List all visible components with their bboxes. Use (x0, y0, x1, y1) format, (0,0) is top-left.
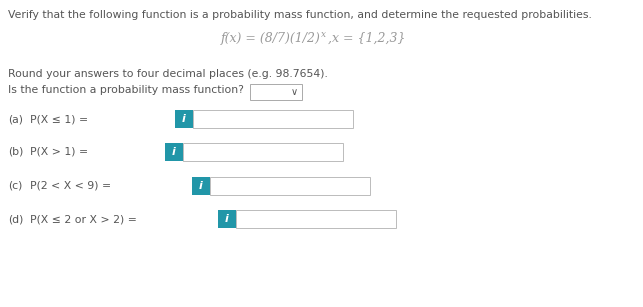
FancyBboxPatch shape (192, 177, 210, 195)
Text: (a): (a) (8, 114, 23, 124)
Text: (b): (b) (8, 147, 23, 157)
Text: Is the function a probability mass function?: Is the function a probability mass funct… (8, 85, 244, 95)
Text: (c): (c) (8, 181, 23, 191)
FancyBboxPatch shape (183, 143, 343, 161)
Text: ∨: ∨ (291, 87, 298, 97)
Text: x: x (321, 30, 326, 39)
Text: i: i (199, 181, 203, 191)
Text: i: i (182, 114, 186, 124)
Text: P(2 < X < 9) =: P(2 < X < 9) = (30, 181, 111, 191)
Text: i: i (225, 214, 229, 224)
Text: Verify that the following function is a probability mass function, and determine: Verify that the following function is a … (8, 10, 592, 20)
Text: P(X ≤ 1) =: P(X ≤ 1) = (30, 114, 88, 124)
Text: P(X ≤ 2 or X > 2) =: P(X ≤ 2 or X > 2) = (30, 214, 137, 224)
Text: f(x) = (8/7)(1/2): f(x) = (8/7)(1/2) (221, 32, 321, 45)
FancyBboxPatch shape (193, 110, 353, 128)
Text: i: i (172, 147, 176, 157)
FancyBboxPatch shape (250, 84, 302, 100)
FancyBboxPatch shape (236, 210, 396, 228)
FancyBboxPatch shape (175, 110, 193, 128)
FancyBboxPatch shape (218, 210, 236, 228)
FancyBboxPatch shape (165, 143, 183, 161)
Text: (d): (d) (8, 214, 23, 224)
Text: P(X > 1) =: P(X > 1) = (30, 147, 88, 157)
FancyBboxPatch shape (210, 177, 370, 195)
Text: Round your answers to four decimal places (e.g. 98.7654).: Round your answers to four decimal place… (8, 69, 328, 79)
Text: ,x = {1,2,3}: ,x = {1,2,3} (324, 32, 406, 45)
